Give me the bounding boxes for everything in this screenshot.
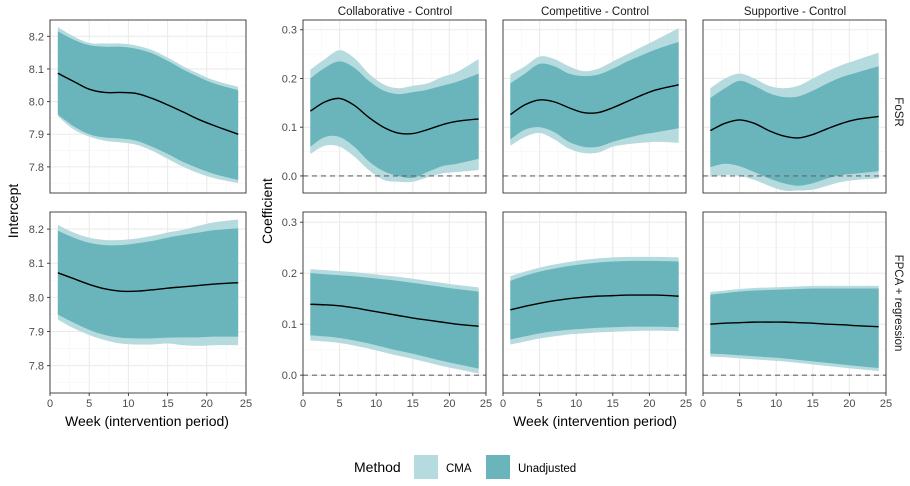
x-tick-label: 0 (500, 398, 506, 410)
x-tick-label: 25 (880, 398, 892, 410)
left-y-axis-title: Intercept (5, 184, 21, 239)
legend-key-cma (414, 455, 438, 479)
unadjusted-ribbon (310, 273, 479, 369)
panel-data (503, 28, 686, 177)
y-tick-label: 7.8 (29, 162, 44, 174)
legend: Method CMA Unadjusted (354, 455, 576, 479)
left-x-axis-title: Week (intervention period) (65, 413, 229, 429)
strip-fosr: FoSR (892, 97, 904, 126)
unadjusted-ribbon (57, 31, 239, 180)
panels-layer: 7.8 7.9 8.0 8.1 8.2 0.0 0.1 0.2 0.3 7.8 7.9 8.0 8.1 8… (29, 19, 892, 410)
legend-label-unadjusted: Unadjusted (518, 463, 576, 475)
unadjusted-ribbon (57, 228, 239, 339)
y-tick-label: 0.0 (282, 171, 297, 183)
y-tick-label: 8.1 (29, 64, 44, 76)
y-tick-label: 0.3 (282, 25, 297, 37)
panel-fosr-collaborative-control: 0.0 0.1 0.2 0.3 (282, 19, 487, 194)
panel-border (502, 211, 687, 394)
panel-border (502, 19, 687, 194)
legend-key-unadjusted (486, 455, 510, 479)
x-tick-label: 15 (161, 398, 173, 410)
right-y-axis-title: Coefficient (259, 178, 275, 244)
unadjusted-ribbon (510, 260, 679, 340)
unadjusted-ribbon (710, 66, 879, 186)
legend-title: Method (354, 459, 401, 475)
unadjusted-ribbon (310, 61, 479, 179)
y-tick-label: 8.2 (29, 224, 44, 236)
y-tick-label: 7.9 (29, 327, 44, 339)
y-tick-label: 0.1 (282, 319, 297, 331)
y-tick-label: 0.2 (282, 268, 297, 280)
panel-data (57, 219, 239, 346)
x-tick-label: 25 (240, 398, 252, 410)
strip-supportive-control: Supportive - Control (744, 6, 846, 18)
unadjusted-ribbon (510, 41, 679, 148)
legend-label-cma: CMA (446, 463, 472, 475)
panel-border (49, 19, 247, 194)
panel-fpca-regression-competitive-control: 0 5 10 15 20 25 (500, 211, 692, 410)
estimate-line (710, 115, 879, 139)
x-tick-label: 0 (700, 398, 706, 410)
estimate-line (510, 294, 679, 311)
x-tick-label: 5 (737, 398, 743, 410)
x-tick-label: 0 (300, 398, 306, 410)
panel-data (503, 256, 686, 376)
x-tick-label: 15 (607, 398, 619, 410)
x-tick-label: 25 (480, 398, 492, 410)
panel-data (303, 269, 486, 376)
panel-border (302, 211, 487, 394)
strip-collaborative-control: Collaborative - Control (338, 6, 452, 18)
panel-data (703, 52, 886, 191)
panel-fosr-supportive-control (702, 19, 887, 194)
y-tick-label: 0.3 (282, 217, 297, 229)
y-tick-label: 0.1 (282, 122, 297, 134)
x-tick-label: 5 (537, 398, 543, 410)
panel-border (302, 19, 487, 194)
x-tick-label: 15 (807, 398, 819, 410)
unadjusted-ribbon (710, 288, 879, 369)
panel-fosr-intercept: 7.8 7.9 8.0 8.1 8.2 (29, 19, 247, 194)
estimate-line (310, 303, 479, 327)
panel-fpca-regression-intercept: 7.8 7.9 8.0 8.1 8.2 0 5 10 15 20 25 (29, 211, 252, 410)
panel-data (703, 285, 886, 376)
panel-border (702, 211, 887, 394)
x-tick-label: 15 (407, 398, 419, 410)
estimate-line (509, 84, 679, 116)
y-tick-label: 0.2 (282, 73, 297, 85)
y-tick-label: 8.0 (29, 292, 44, 304)
strip-competitive-control: Competitive - Control (541, 6, 649, 18)
y-tick-label: 7.8 (29, 361, 44, 373)
panel-data (57, 27, 239, 184)
x-tick-label: 0 (47, 398, 53, 410)
estimate-line (57, 72, 239, 135)
x-tick-label: 5 (86, 398, 92, 410)
estimate-line (309, 97, 479, 135)
panel-border (702, 19, 887, 194)
x-tick-label: 10 (570, 398, 582, 410)
panel-fpca-regression-collaborative-control: 0.0 0.1 0.2 0.3 0 5 10 15 20 25 (282, 211, 492, 410)
panel-data (303, 50, 486, 183)
x-tick-label: 10 (770, 398, 782, 410)
x-tick-label: 10 (370, 398, 382, 410)
x-tick-label: 25 (680, 398, 692, 410)
y-tick-label: 8.2 (29, 31, 44, 43)
estimate-line (710, 321, 879, 328)
y-tick-label: 8.1 (29, 258, 44, 270)
strip-fpca-regression: FPCA + regression (892, 255, 904, 352)
right-x-axis-title: Week (intervention period) (513, 413, 677, 429)
panel-fpca-regression-supportive-control: 0 5 10 15 20 25 (700, 211, 892, 410)
panel-border (49, 211, 247, 394)
x-tick-label: 10 (122, 398, 134, 410)
y-tick-label: 0.0 (282, 370, 297, 382)
x-tick-label: 20 (643, 398, 655, 410)
y-tick-label: 8.0 (29, 97, 44, 109)
x-tick-label: 5 (337, 398, 343, 410)
x-tick-label: 20 (201, 398, 213, 410)
x-tick-label: 20 (843, 398, 855, 410)
x-tick-label: 20 (443, 398, 455, 410)
estimate-line (57, 272, 239, 293)
y-tick-label: 7.9 (29, 129, 44, 141)
panel-fosr-competitive-control (502, 19, 687, 194)
